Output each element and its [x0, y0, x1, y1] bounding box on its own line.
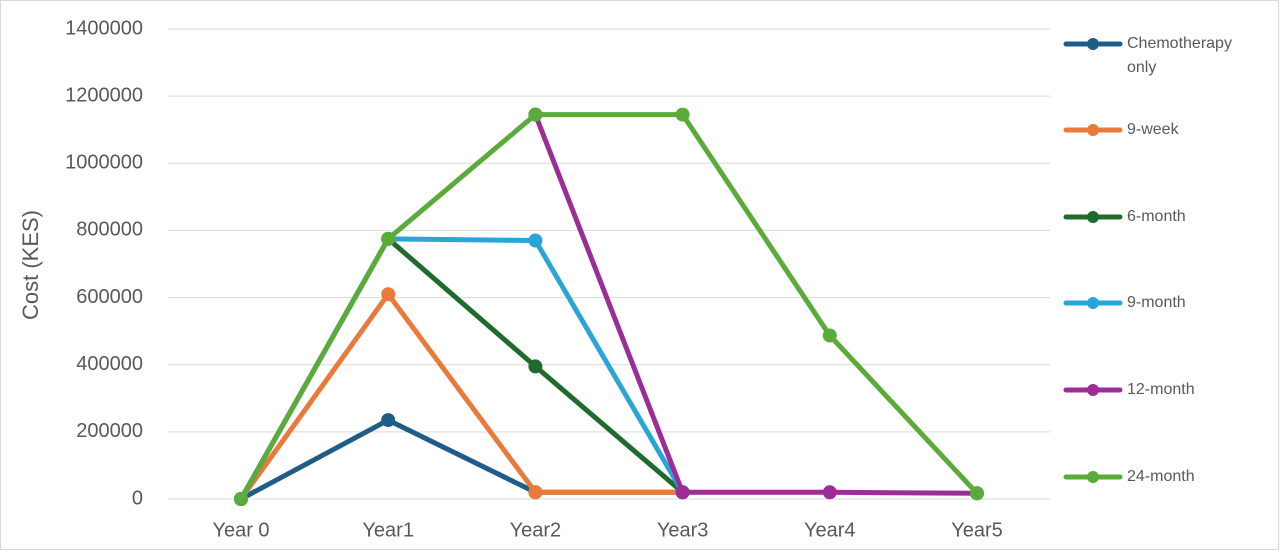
data-point [675, 107, 690, 122]
data-point [528, 485, 543, 500]
data-point [234, 492, 248, 506]
legend-label: 6-month [1127, 208, 1186, 225]
legend-swatch-marker [1087, 211, 1099, 223]
legend-entry: 9-week [1063, 121, 1180, 138]
series-24-month [234, 107, 984, 506]
data-point [822, 485, 837, 500]
legend-label: 24-month [1127, 468, 1195, 485]
y-tick-label: 200000 [76, 420, 143, 442]
series-12-month [528, 107, 984, 501]
y-tick-label: 0 [132, 487, 143, 509]
series-line [238, 291, 686, 502]
legend-label: 9-month [1127, 294, 1186, 311]
legend-label: Chemotherapy only [1127, 35, 1232, 76]
series-line [238, 236, 686, 502]
data-point [970, 486, 984, 501]
series-line [238, 236, 686, 502]
legend: Chemotherapy only 9-week 6-month 9-month 12-m… [1063, 35, 1232, 485]
legend-swatch-marker [1087, 297, 1099, 309]
data-point [381, 287, 396, 302]
data-point [381, 231, 396, 246]
x-tick-label: Year1 [362, 519, 414, 541]
y-axis-ticks: 0 200000 400000 600000 800000 1000000 1200000 1… [65, 17, 143, 509]
series-lines [234, 107, 984, 506]
x-tick-label: Year2 [510, 519, 562, 541]
data-point [528, 107, 543, 122]
series-line [532, 112, 980, 496]
series-line [238, 112, 980, 502]
data-point [528, 233, 543, 248]
x-tick-label: Year3 [657, 519, 709, 541]
legend-swatch-marker [1087, 38, 1099, 50]
x-tick-label: Year5 [951, 519, 1003, 541]
x-axis-ticks: Year 0 Year1 Year2 Year3 Year4 Year5 [212, 519, 1002, 541]
legend-label: 9-week [1127, 121, 1180, 138]
legend-entry: 6-month [1063, 208, 1186, 225]
data-point [822, 328, 837, 343]
x-tick-label: Year4 [804, 519, 856, 541]
legend-label: 12-month [1127, 381, 1195, 398]
y-axis-title: Cost (KES) [18, 210, 43, 320]
legend-swatch-marker [1087, 384, 1099, 396]
y-tick-label: 400000 [76, 353, 143, 375]
y-tick-label: 1200000 [65, 84, 143, 106]
data-point [381, 413, 396, 428]
legend-entry: 24-month [1063, 468, 1195, 485]
legend-swatch-marker [1087, 124, 1099, 136]
legend-entry: 12-month [1063, 381, 1195, 398]
y-tick-label: 600000 [76, 286, 143, 308]
legend-swatch-marker [1087, 471, 1099, 483]
y-tick-label: 1000000 [65, 152, 143, 174]
data-point [675, 485, 690, 500]
legend-entry: 9-month [1063, 294, 1186, 311]
y-tick-label: 1400000 [65, 17, 143, 39]
legend-entry: Chemotherapy only [1063, 35, 1232, 76]
series-9-week [234, 287, 690, 506]
data-point [528, 359, 543, 374]
y-tick-label: 800000 [76, 219, 143, 241]
x-tick-label: Year 0 [212, 519, 269, 541]
